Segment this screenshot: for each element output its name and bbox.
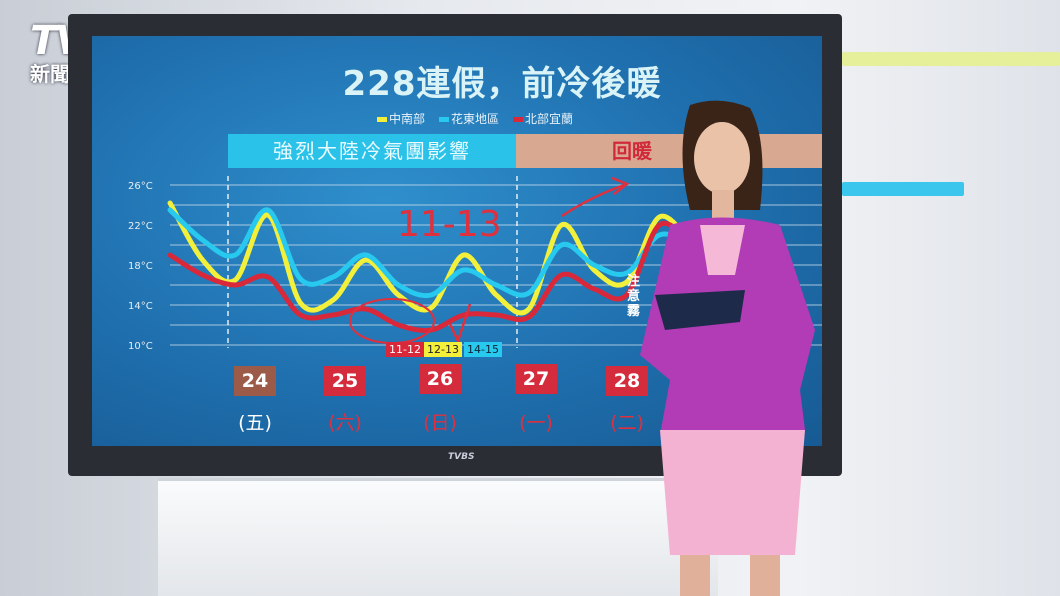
chart-title: 228連假，前冷後暖: [342, 64, 662, 104]
y-tick-label: 14°C: [128, 301, 153, 312]
weekday-label: (六): [328, 412, 362, 434]
weekday-label: (二): [610, 412, 644, 434]
presenter-desk: [158, 478, 718, 596]
y-tick-label: 26°C: [128, 181, 153, 192]
handwritten-arrow: [561, 176, 630, 218]
legend-item: 花東地區: [439, 110, 499, 127]
date-box: 25: [324, 366, 366, 396]
y-tick-label: 10°C: [128, 341, 153, 352]
handwritten-annotation: 11-13: [397, 204, 502, 245]
date-box: 24: [234, 366, 276, 396]
weekday-label: (五): [238, 412, 272, 434]
date-box: 27: [515, 364, 557, 394]
series-line-花東地區: [167, 207, 695, 299]
legend: 中南部 花東地區 北部宜蘭: [377, 110, 573, 127]
legend-item: 北部宜蘭: [513, 110, 573, 127]
presenter: [640, 100, 815, 596]
cold-period-band: 強烈大陸冷氣團影響: [228, 134, 516, 168]
y-tick-label: 18°C: [128, 261, 153, 272]
range-tag: 14-15: [464, 342, 502, 357]
range-tag: 12-13: [424, 342, 462, 357]
studio-light-stripe: [842, 182, 964, 196]
screen-brand: TVBS: [448, 452, 475, 462]
weekday-label: (一): [519, 412, 553, 434]
warming-period-band: 回暖: [516, 134, 822, 168]
range-tag: 11-12: [386, 342, 424, 357]
series-line-中南部: [167, 200, 695, 316]
date-box: 26: [419, 364, 461, 394]
fog-warning: 注意霧: [627, 274, 641, 319]
weekday-label: (日): [423, 412, 457, 434]
date-box: 28: [606, 366, 648, 396]
legend-item: 中南部: [377, 110, 425, 127]
studio-light-stripe: [842, 52, 1060, 66]
y-tick-label: 22°C: [128, 221, 153, 232]
handwritten-checkmark: [448, 303, 472, 345]
